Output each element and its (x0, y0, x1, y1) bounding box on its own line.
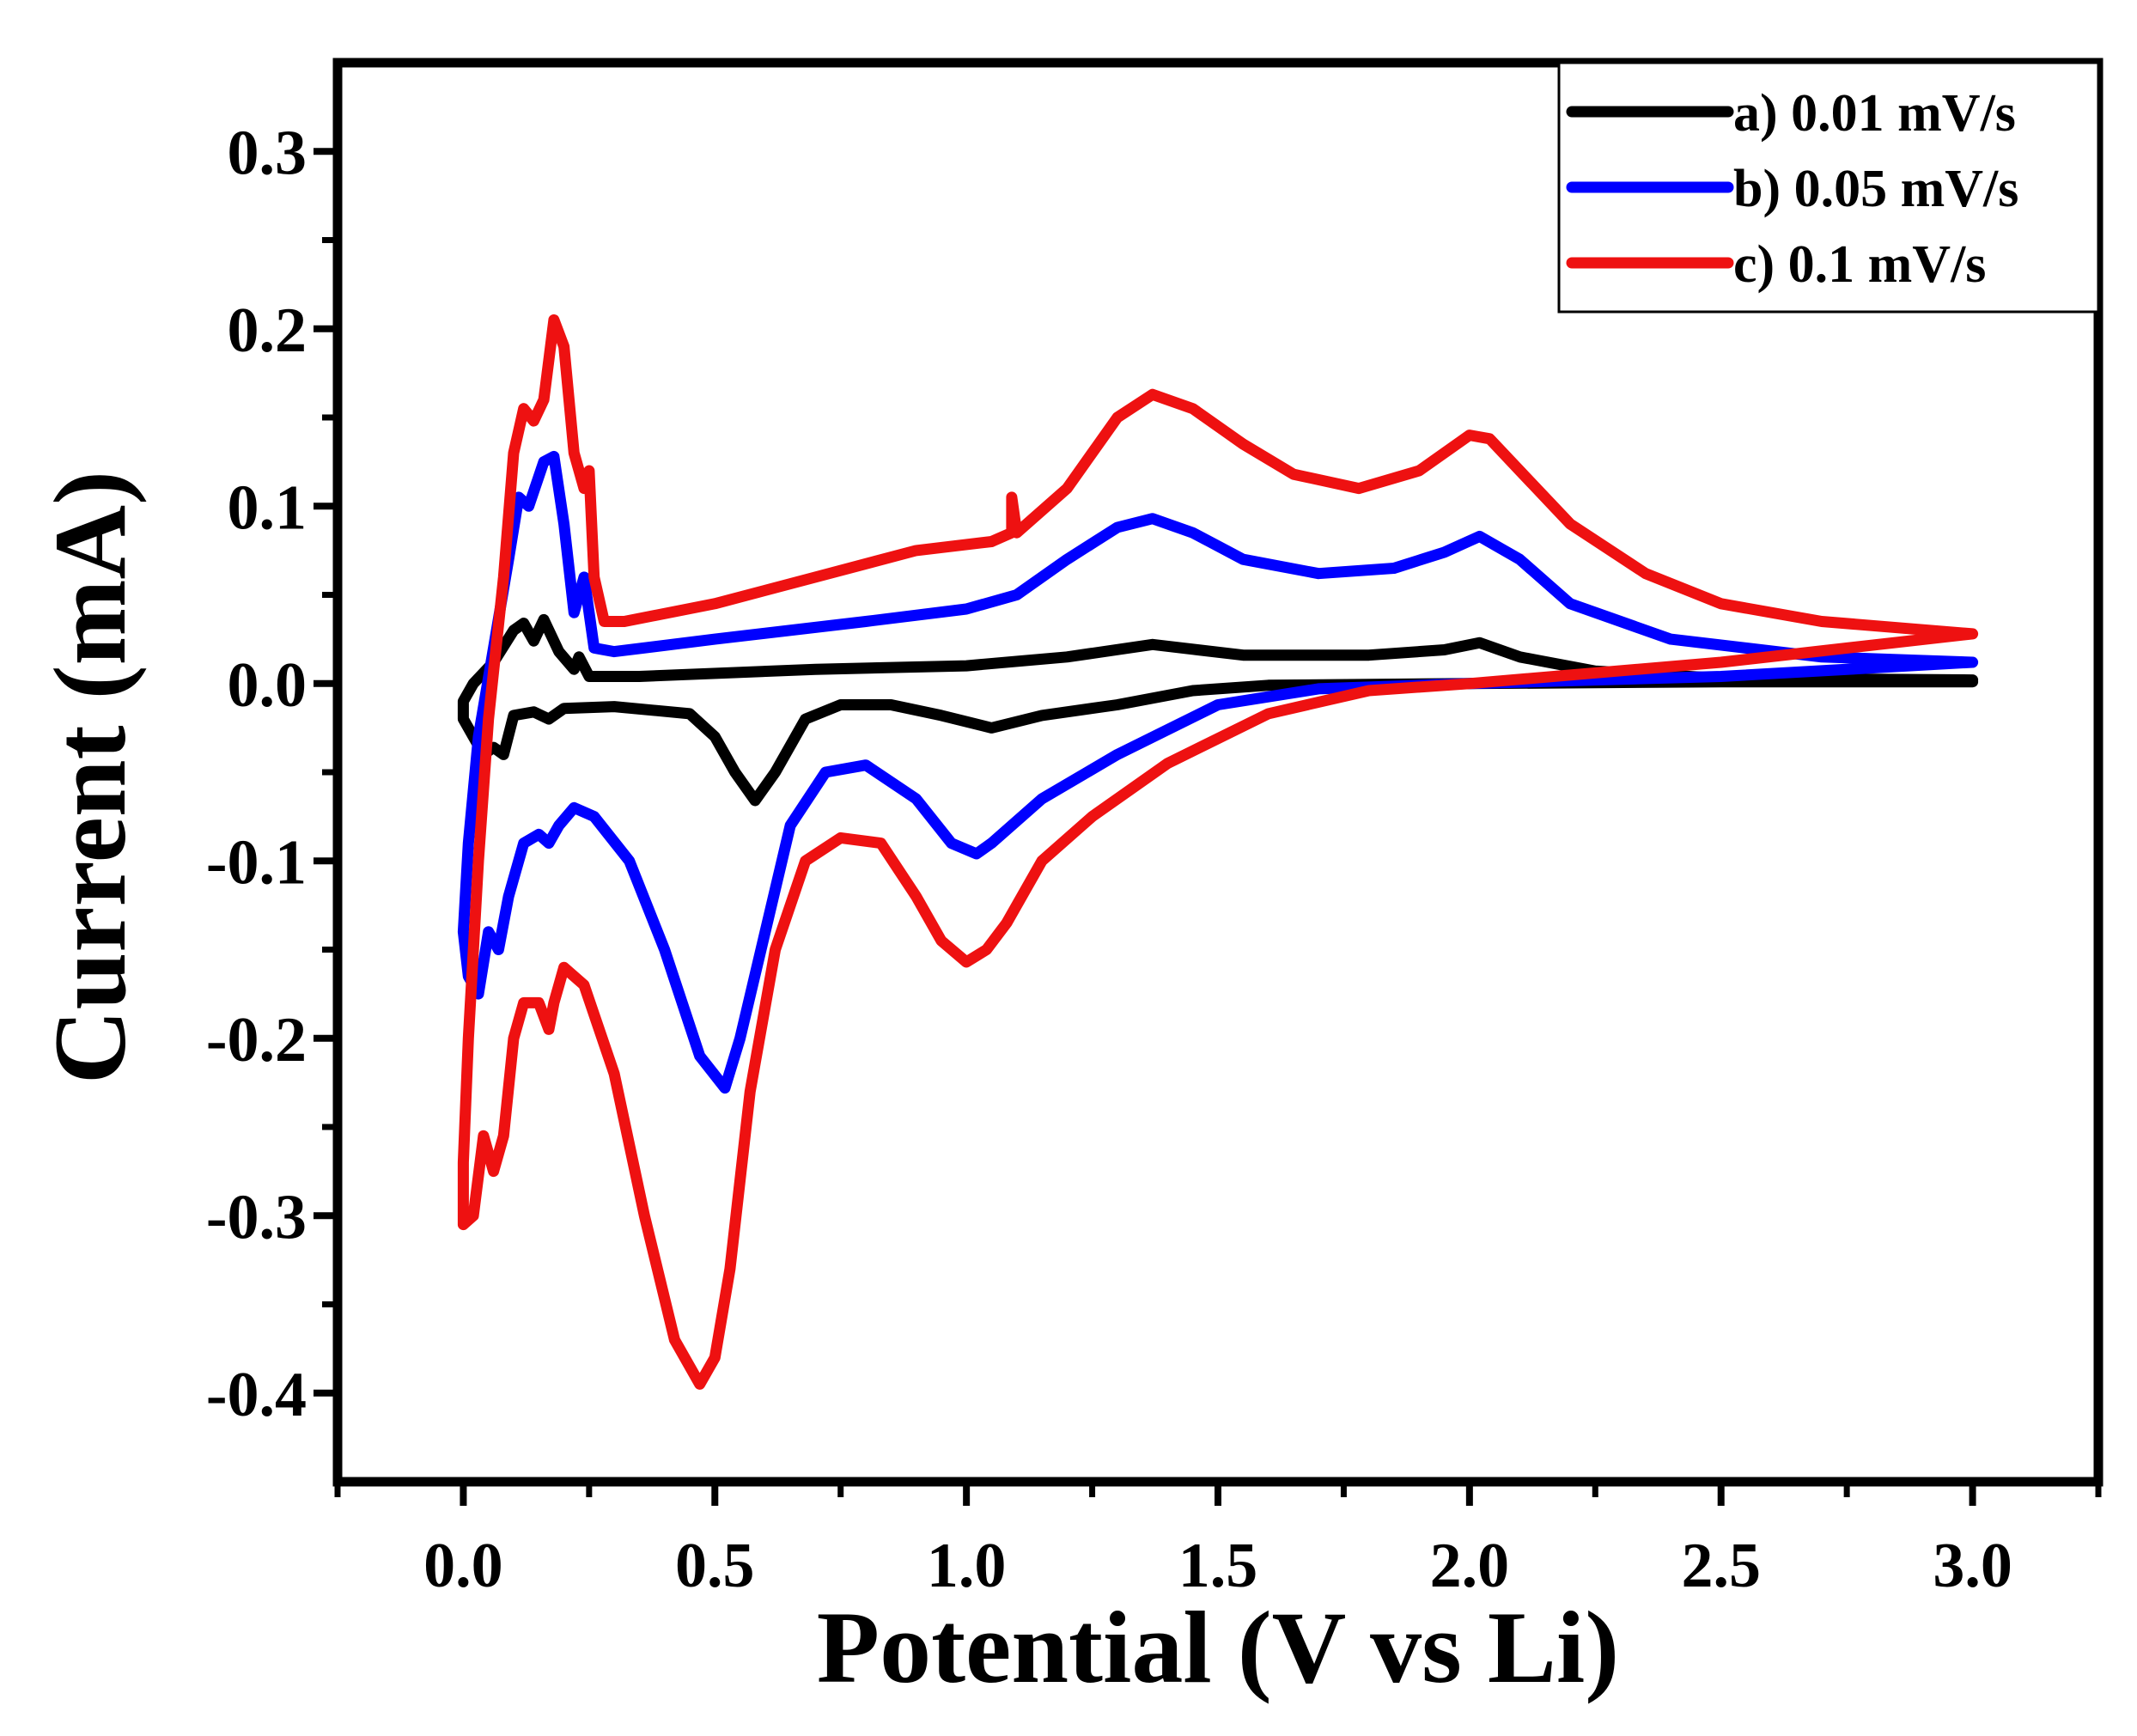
legend-label: c) 0.1 mV/s (1733, 235, 1986, 294)
y-tick-label: 0.2 (228, 295, 307, 366)
x-axis-ticks: 0.0 0.5 1.0 1.5 2.0 2.5 3.0 (334, 1482, 2102, 1601)
y-tick-label: 0.1 (228, 472, 307, 543)
legend: a) 0.01 mV/s b) 0.05 mV/s c) 0.1 mV/s (1557, 61, 2100, 314)
x-tick-label: 1.0 (927, 1531, 1007, 1601)
x-axis-title: Potential (V vs Li) (817, 1590, 1619, 1704)
y-tick-label: -0.4 (206, 1360, 307, 1430)
y-tick-label: -0.3 (206, 1182, 307, 1252)
legend-label: b) 0.05 mV/s (1733, 160, 2018, 218)
y-tick-label: -0.2 (206, 1005, 307, 1075)
y-tick-label: 0.3 (228, 118, 307, 188)
y-axis-ticks: -0.4 -0.3 -0.2 -0.1 0.0 0.1 0.2 0.3 (206, 118, 338, 1430)
x-tick-label: 0.0 (423, 1531, 503, 1601)
plot-curves (457, 314, 1979, 1390)
x-tick-label: 0.5 (675, 1531, 755, 1601)
x-tick-label: 1.5 (1178, 1531, 1258, 1601)
y-axis-title: Current (mA) (33, 471, 147, 1084)
x-tick-label: 2.5 (1681, 1531, 1761, 1601)
series-line-b (457, 450, 1979, 1094)
series-line-c (457, 314, 1979, 1390)
legend-label: a) 0.01 mV/s (1733, 84, 2016, 143)
y-tick-label: -0.1 (206, 827, 307, 898)
x-tick-label: 2.0 (1430, 1531, 1510, 1601)
y-tick-label: 0.0 (228, 650, 307, 721)
x-tick-label: 3.0 (1933, 1531, 2012, 1601)
